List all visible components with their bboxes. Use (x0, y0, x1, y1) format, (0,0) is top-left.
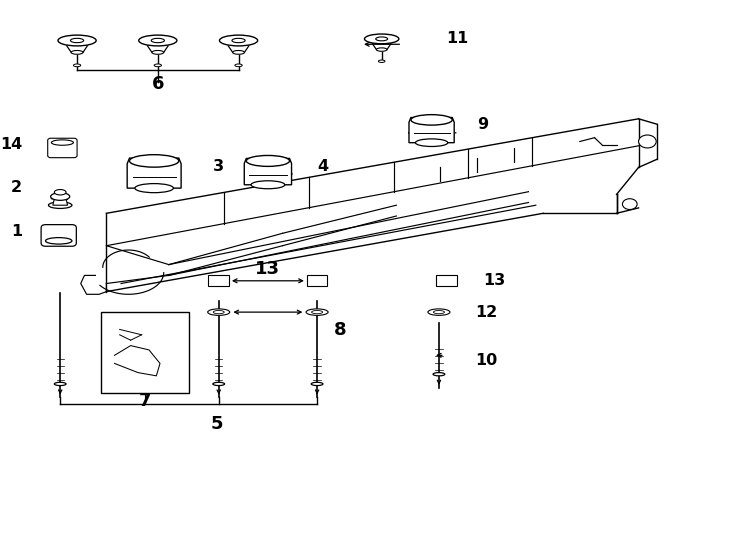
Text: 3: 3 (213, 159, 224, 174)
Ellipse shape (51, 193, 70, 200)
Ellipse shape (433, 310, 444, 314)
Text: 1: 1 (11, 224, 22, 239)
Ellipse shape (151, 38, 164, 43)
Circle shape (622, 199, 637, 210)
Ellipse shape (428, 309, 450, 315)
Ellipse shape (48, 202, 72, 208)
Text: 7: 7 (139, 392, 152, 410)
Ellipse shape (311, 382, 323, 386)
Ellipse shape (139, 35, 177, 46)
Ellipse shape (70, 38, 84, 43)
Ellipse shape (213, 310, 225, 314)
Ellipse shape (377, 48, 387, 51)
Ellipse shape (154, 64, 161, 67)
Ellipse shape (135, 184, 173, 193)
Ellipse shape (306, 309, 328, 315)
Ellipse shape (152, 51, 164, 54)
Ellipse shape (233, 51, 244, 54)
Polygon shape (53, 199, 68, 205)
Ellipse shape (235, 64, 242, 67)
Ellipse shape (433, 373, 445, 376)
Ellipse shape (208, 309, 230, 315)
Polygon shape (127, 158, 181, 188)
Bar (101, 312, 189, 393)
Ellipse shape (46, 238, 72, 244)
Bar (307, 275, 327, 286)
Text: 2: 2 (11, 180, 22, 195)
Text: 11: 11 (446, 31, 468, 46)
Ellipse shape (58, 35, 96, 46)
Text: 6: 6 (151, 75, 164, 93)
Ellipse shape (129, 154, 179, 167)
Ellipse shape (71, 51, 83, 54)
Text: 8: 8 (334, 321, 346, 340)
Ellipse shape (415, 139, 448, 146)
FancyBboxPatch shape (48, 138, 77, 158)
Text: 9: 9 (477, 117, 488, 132)
Bar (436, 275, 457, 286)
Ellipse shape (219, 35, 258, 46)
Ellipse shape (251, 181, 285, 189)
Text: 5: 5 (210, 415, 223, 433)
Ellipse shape (213, 382, 225, 386)
Polygon shape (409, 118, 454, 143)
Ellipse shape (379, 60, 385, 63)
FancyBboxPatch shape (41, 225, 76, 246)
Text: 13: 13 (483, 273, 505, 288)
Text: 12: 12 (476, 305, 498, 320)
Ellipse shape (365, 34, 399, 44)
Ellipse shape (312, 310, 323, 314)
Ellipse shape (51, 140, 73, 145)
Text: 10: 10 (476, 353, 498, 368)
Ellipse shape (54, 190, 66, 195)
Ellipse shape (247, 156, 289, 166)
Ellipse shape (54, 382, 66, 386)
Text: 14: 14 (0, 137, 22, 152)
Text: 4: 4 (317, 159, 328, 174)
Polygon shape (244, 158, 291, 185)
Bar (208, 275, 229, 286)
Ellipse shape (411, 114, 452, 125)
Text: 13: 13 (255, 260, 280, 278)
Ellipse shape (73, 64, 81, 67)
Ellipse shape (232, 38, 245, 43)
Circle shape (639, 135, 656, 148)
Ellipse shape (376, 37, 388, 41)
